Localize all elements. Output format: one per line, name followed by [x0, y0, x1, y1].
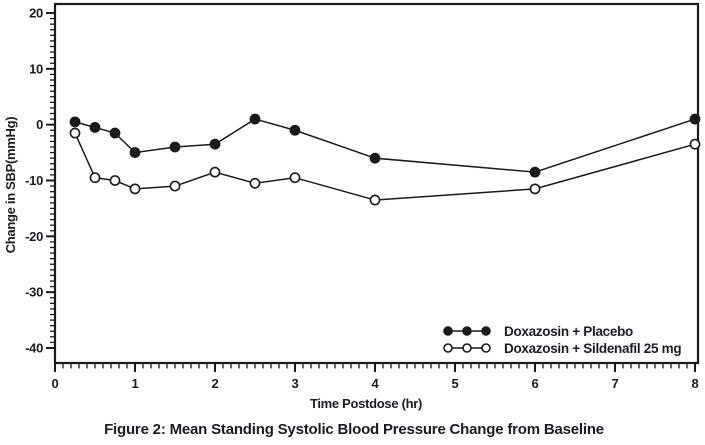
x-tick-label: 6	[532, 376, 539, 391]
open-circle-marker	[169, 180, 181, 192]
open-circle-marker	[209, 166, 221, 178]
open-circle-marker	[289, 172, 301, 184]
open-circle-marker	[109, 175, 121, 186]
open-circle-marker	[462, 343, 472, 353]
y-tick-label: -40	[25, 341, 43, 356]
series-line	[74, 118, 696, 173]
legend-label: Doxazosin + Sildenafil 25 mg	[504, 341, 681, 356]
y-tick-label: 20	[29, 6, 43, 21]
filled-circle-marker	[481, 326, 491, 336]
open-circle-marker	[129, 183, 141, 195]
x-tick-label: 4	[372, 376, 380, 391]
x-tick-label: 0	[52, 376, 59, 391]
y-tick-label: 0	[36, 117, 43, 132]
filled-circle-marker	[129, 147, 141, 158]
series-placebo	[69, 113, 701, 178]
filled-circle-marker	[89, 122, 101, 133]
x-tick-label: 7	[612, 376, 619, 391]
data-series	[69, 113, 701, 206]
series-sildenafil	[69, 127, 701, 206]
filled-circle-marker	[249, 113, 261, 125]
figure-caption: Figure 2: Mean Standing Systolic Blood P…	[104, 421, 604, 438]
filled-circle-marker	[369, 152, 381, 164]
series-line	[74, 132, 696, 201]
open-circle-marker	[249, 177, 261, 189]
y-tick-label: 10	[29, 61, 43, 76]
x-tick-label: 8	[692, 376, 699, 391]
filled-circle-marker	[109, 127, 121, 139]
filled-circle-marker	[209, 138, 221, 150]
y-tick-label: -30	[25, 285, 43, 300]
filled-circle-marker	[689, 113, 701, 125]
axis-ticks	[46, 12, 696, 372]
y-tick-label: -20	[25, 229, 43, 244]
filled-circle-marker	[289, 124, 301, 136]
y-axis-title: Change in SBP(mmHg)	[3, 117, 18, 254]
filled-circle-marker	[169, 141, 181, 153]
open-circle-marker	[443, 343, 453, 353]
open-circle-marker	[69, 127, 81, 139]
filled-circle-marker	[462, 326, 472, 336]
filled-circle-marker	[529, 166, 541, 178]
axis-tick-labels: 0 1 2 3 4 5 6 7 8 20 10 0 -10 -20 -30 -40	[25, 6, 699, 392]
legend: Doxazosin + Placebo Doxazosin + Sildenafi…	[443, 324, 682, 356]
x-tick-label: 2	[212, 376, 219, 391]
legend-row: Doxazosin + Placebo	[443, 324, 633, 339]
open-circle-marker	[689, 138, 701, 150]
x-axis-title: Time Postdose (hr)	[310, 396, 422, 411]
plot-frame	[53, 2, 700, 365]
filled-circle-marker	[443, 326, 453, 336]
legend-row: Doxazosin + Sildenafil 25 mg	[443, 341, 682, 356]
legend-label: Doxazosin + Placebo	[504, 324, 633, 339]
open-circle-marker	[369, 194, 381, 206]
open-circle-marker	[481, 343, 491, 353]
open-circle-marker	[529, 183, 541, 195]
open-circle-marker	[89, 172, 101, 184]
y-tick-label: -10	[25, 173, 43, 188]
x-tick-label: 3	[292, 376, 299, 391]
x-tick-label: 1	[132, 376, 139, 391]
filled-circle-marker	[69, 116, 81, 128]
x-tick-label: 5	[452, 376, 459, 391]
